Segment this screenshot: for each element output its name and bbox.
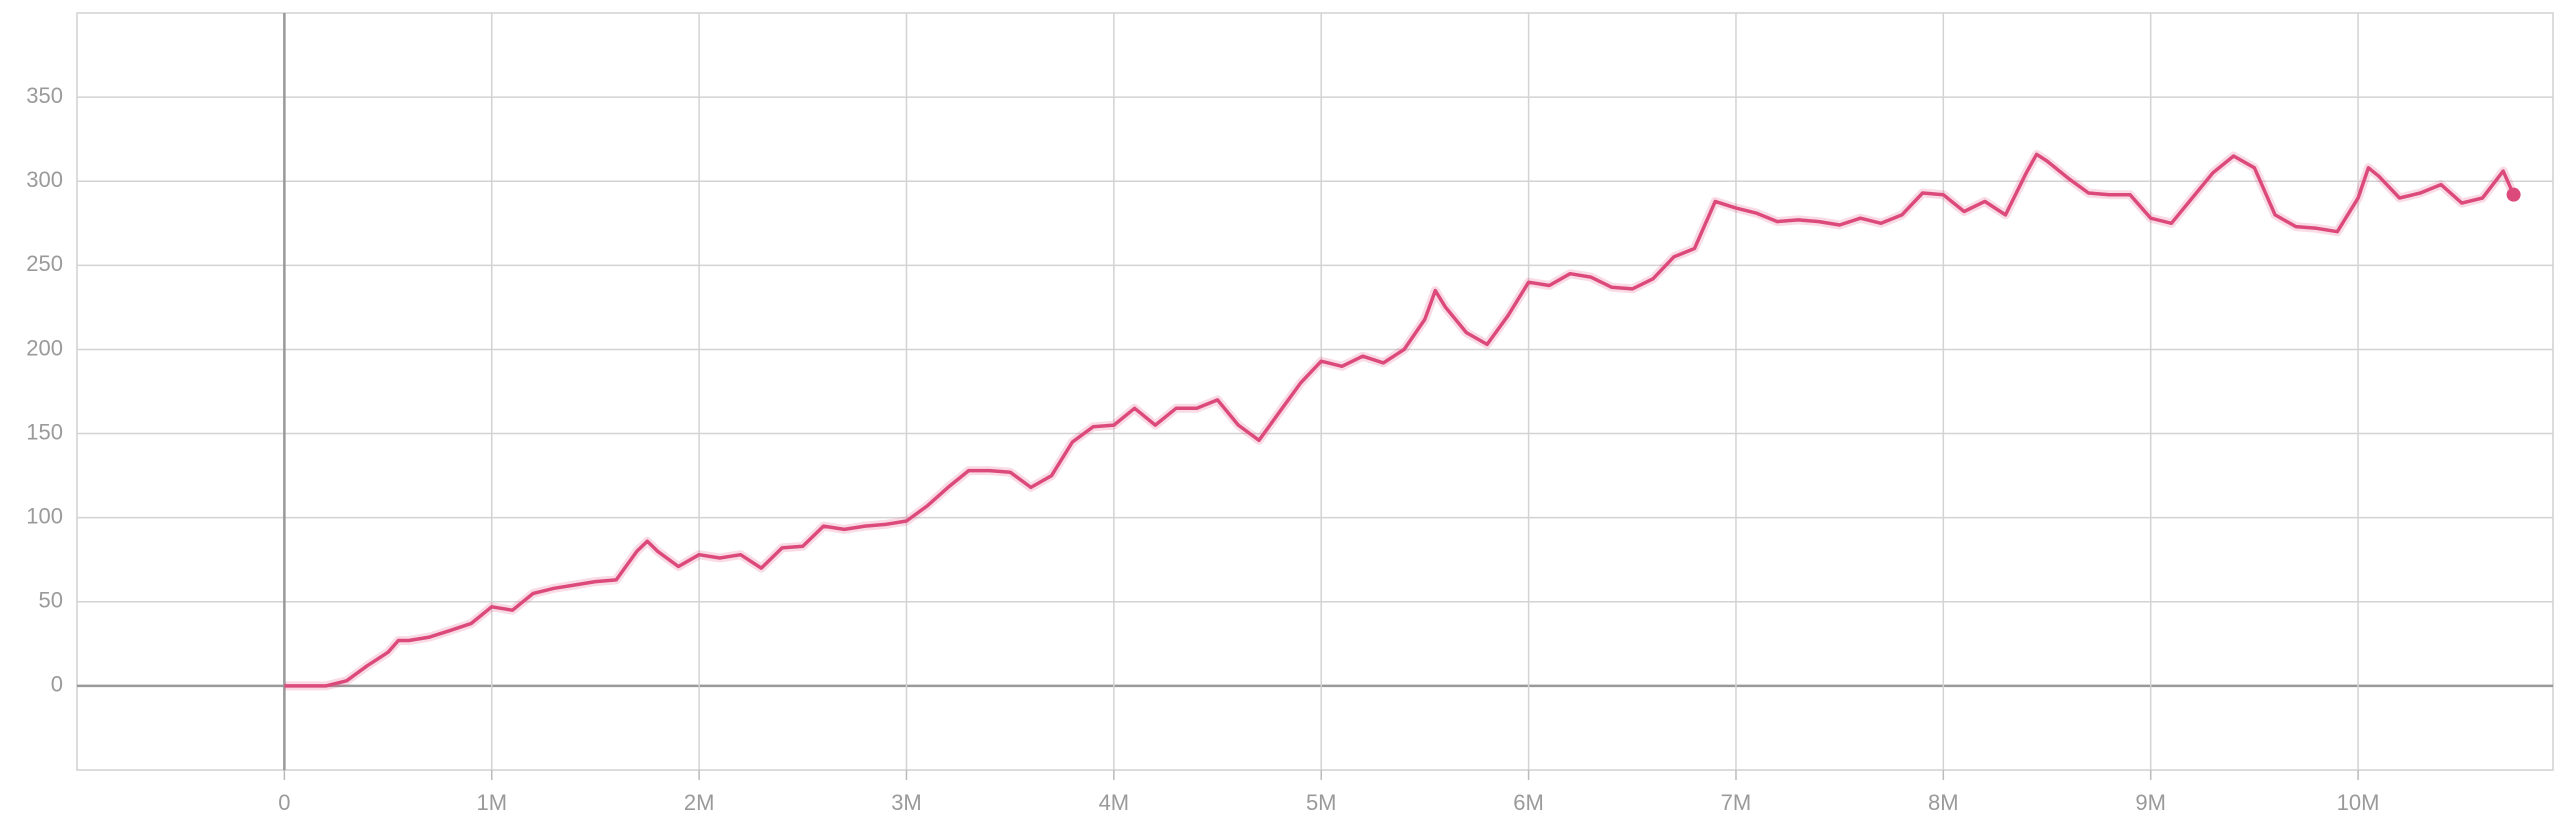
y-tick-label: 50 <box>39 588 63 613</box>
y-tick-label: 150 <box>26 419 63 444</box>
last-point <box>2506 187 2521 202</box>
y-tick-label: 200 <box>26 335 63 360</box>
x-tick-label: 5M <box>1306 790 1337 814</box>
x-tick-label: 9M <box>2135 790 2166 814</box>
y-tick-label: 100 <box>26 503 63 528</box>
x-tick-label: 6M <box>1513 790 1544 814</box>
x-tick-label: 7M <box>1721 790 1752 814</box>
y-tick-label: 250 <box>26 251 63 276</box>
y-tick-label: 300 <box>26 167 63 192</box>
x-tick-label: 2M <box>684 790 715 814</box>
x-tick-label: 4M <box>1099 790 1130 814</box>
x-tick-label: 1M <box>476 790 507 814</box>
x-tick-label: 8M <box>1928 790 1959 814</box>
plot-frame <box>76 12 2554 771</box>
x-tick-label: 3M <box>891 790 922 814</box>
x-tick-label: 10M <box>2337 790 2380 814</box>
data-line-shadow <box>284 149 2518 691</box>
data-line <box>284 152 2516 688</box>
y-tick-label: 0 <box>51 672 63 697</box>
x-tick-label: 0 <box>278 790 290 814</box>
y-tick-label: 350 <box>26 83 63 108</box>
